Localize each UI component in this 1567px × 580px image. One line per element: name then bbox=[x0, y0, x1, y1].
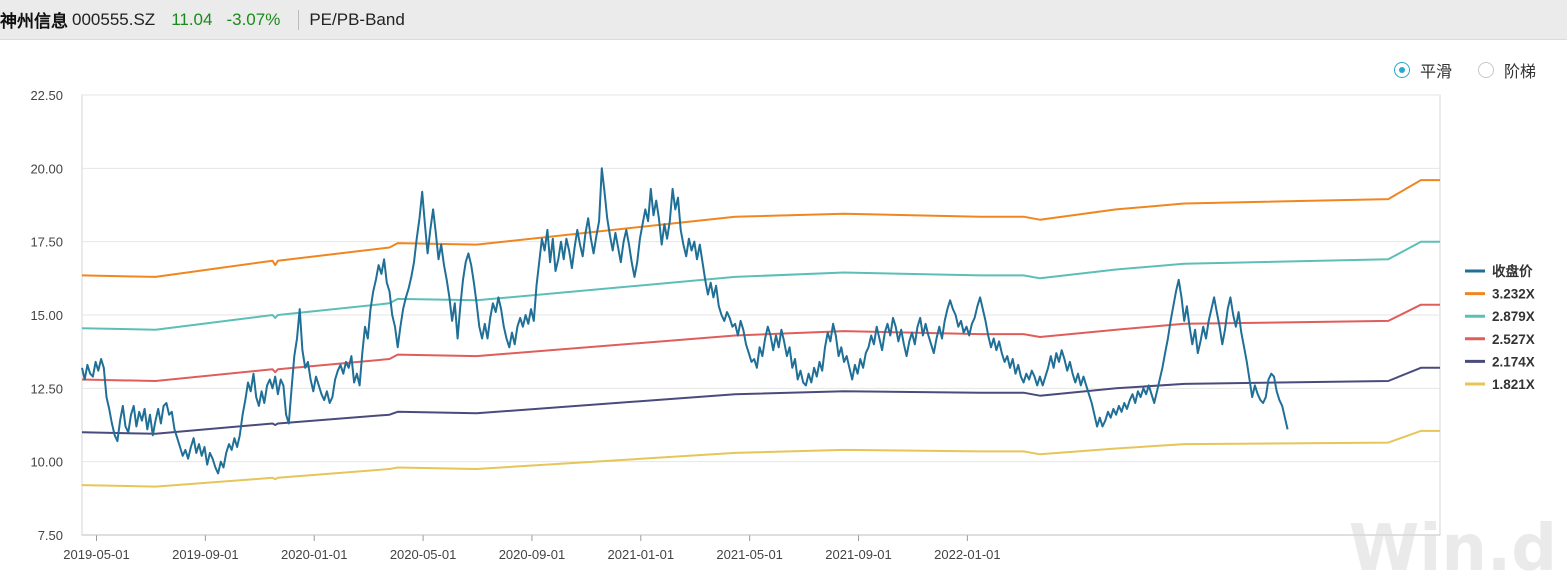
x-tick-label: 2022-01-01 bbox=[934, 547, 1001, 562]
legend-label[interactable]: 1.821X bbox=[1492, 377, 1535, 392]
y-tick-label: 15.00 bbox=[30, 308, 63, 323]
y-tick-label: 22.50 bbox=[30, 88, 63, 103]
security-name[interactable]: 神州信息 bbox=[0, 12, 68, 31]
x-tick-label: 2021-01-01 bbox=[608, 547, 675, 562]
mode-smooth-option[interactable]: 平滑 bbox=[1394, 58, 1452, 82]
price-change: -3.07% bbox=[226, 9, 281, 29]
mode-smooth-label: 平滑 bbox=[1420, 64, 1453, 81]
y-tick-label: 17.50 bbox=[30, 235, 63, 250]
x-tick-label: 2021-05-01 bbox=[716, 547, 783, 562]
y-tick-label: 7.50 bbox=[38, 528, 63, 543]
legend-label[interactable]: 2.174X bbox=[1492, 354, 1535, 369]
wind-watermark: Win.d bbox=[1349, 512, 1557, 580]
band-line-2_879X[interactable] bbox=[81, 240, 1440, 331]
band-line-2_527X[interactable] bbox=[81, 303, 1440, 382]
radio-selected-icon[interactable] bbox=[1394, 62, 1410, 78]
view-title: PE/PB-Band bbox=[309, 9, 405, 29]
x-tick-label: 2020-09-01 bbox=[499, 547, 566, 562]
legend-label[interactable]: 2.879X bbox=[1492, 309, 1535, 324]
legend-label[interactable]: 3.232X bbox=[1492, 287, 1535, 302]
x-tick-label: 2019-05-01 bbox=[63, 547, 130, 562]
x-tick-label: 2020-05-01 bbox=[390, 547, 457, 562]
legend-label[interactable]: 2.527X bbox=[1492, 332, 1535, 347]
legend-label[interactable]: 收盘价 bbox=[1492, 263, 1533, 279]
band-line-2_174X[interactable] bbox=[81, 366, 1440, 435]
y-tick-label: 10.00 bbox=[30, 455, 63, 470]
x-tick-label: 2021-09-01 bbox=[825, 547, 892, 562]
x-tick-label: 2020-01-01 bbox=[281, 547, 348, 562]
radio-unselected-icon[interactable] bbox=[1478, 62, 1495, 78]
y-tick-label: 20.00 bbox=[30, 161, 63, 176]
mode-step-option[interactable]: 阶梯 bbox=[1478, 58, 1536, 82]
title-bar: 神州信息 000555.SZ 11.04 -3.07% PE/PB-Band bbox=[0, 0, 1567, 40]
band-line-1_821X[interactable] bbox=[81, 429, 1440, 488]
last-price: 11.04 bbox=[171, 9, 213, 29]
y-tick-label: 12.50 bbox=[30, 381, 63, 396]
title-divider bbox=[298, 9, 300, 30]
close-price-line[interactable] bbox=[81, 167, 1289, 475]
band-line-3_232X[interactable] bbox=[81, 179, 1440, 278]
x-tick-label: 2019-09-01 bbox=[172, 547, 239, 562]
mode-step-label: 阶梯 bbox=[1504, 64, 1537, 81]
security-code: 000555.SZ bbox=[72, 9, 156, 29]
display-mode-group: 平滑 阶梯 bbox=[1394, 58, 1536, 82]
